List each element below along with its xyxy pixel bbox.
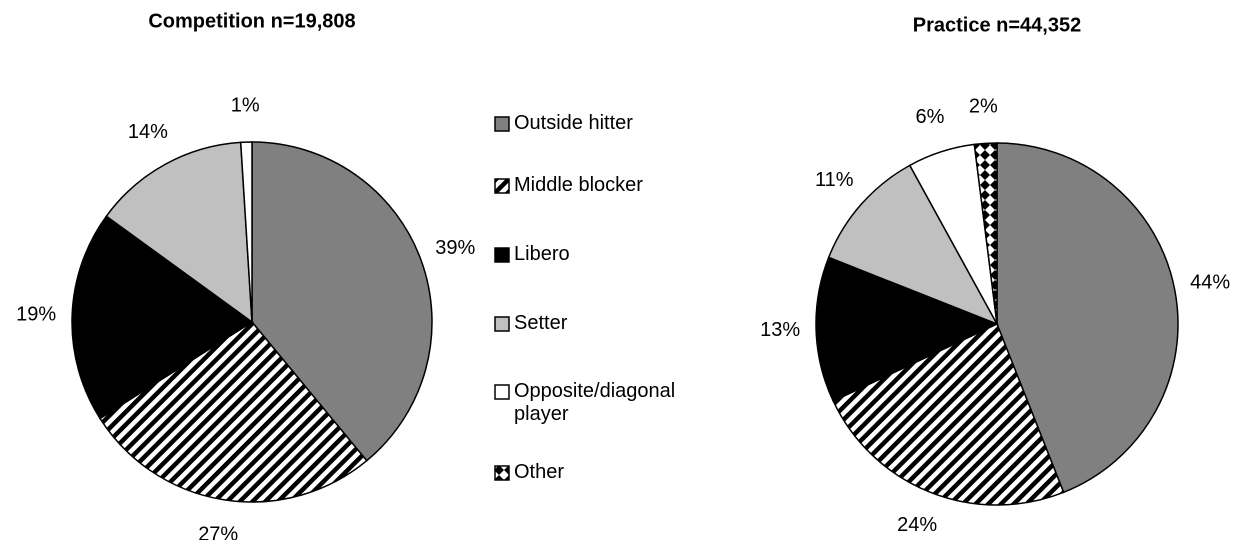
pie-slice [105, 141, 253, 324]
legend-label: Other [514, 461, 565, 483]
legend-label: Libero [514, 243, 570, 265]
data-label: 44% [1190, 272, 1230, 294]
legend-item: Libero [494, 243, 686, 266]
pie-slice [251, 141, 433, 462]
legend-swatch-rect [494, 247, 510, 263]
pie-slice [832, 322, 1065, 506]
pie-slice [239, 141, 253, 323]
data-label: 2% [969, 96, 998, 118]
legend-swatch [494, 178, 510, 194]
pie-slice [815, 256, 999, 403]
data-label: 24% [897, 514, 937, 536]
legend-label: Opposite/diagonal player [514, 380, 676, 425]
legend-swatch-rect [494, 465, 510, 481]
chart-title: Practice n=44,352 [913, 14, 1081, 36]
data-label: 1% [231, 94, 260, 116]
legend-swatch-rect [494, 316, 510, 332]
legend-swatch [494, 116, 510, 132]
pie-slice [71, 215, 254, 420]
chart-title: Competition n=19,808 [148, 10, 355, 32]
data-label: 39% [435, 237, 475, 259]
pie-slice [996, 142, 1179, 494]
pie-slice [973, 142, 998, 325]
legend-label: Setter [514, 312, 568, 334]
legend-item: Setter [494, 312, 686, 335]
legend-item: Middle blocker [494, 174, 686, 197]
legend-label: Outside hitter [514, 112, 633, 134]
legend-item: Outside hitter [494, 112, 686, 135]
pie-slice [827, 164, 999, 326]
data-label: 13% [760, 319, 800, 341]
legend-swatch [494, 316, 510, 332]
legend-item: Opposite/diagonal player [494, 380, 686, 426]
data-label: 27% [198, 524, 238, 540]
data-label: 11% [815, 169, 854, 191]
data-label: 14% [128, 121, 168, 143]
legend-swatch-rect [494, 178, 510, 194]
legend-swatch [494, 465, 510, 481]
legend-label: Middle blocker [514, 174, 643, 196]
data-label: 6% [915, 106, 944, 128]
data-label: 19% [16, 303, 56, 325]
pie-slice [98, 321, 368, 503]
legend-item: Other [494, 461, 686, 484]
legend-swatch [494, 247, 510, 263]
legend-swatch-rect [494, 384, 510, 400]
legend-swatch [494, 384, 510, 400]
legend-swatch-rect [494, 116, 510, 132]
